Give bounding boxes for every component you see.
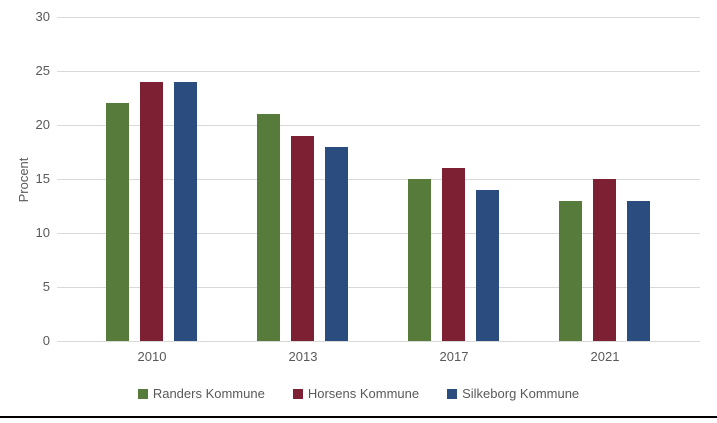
gridline-y-25 — [57, 71, 700, 72]
bar-horsens-kommune-2021[interactable] — [593, 179, 616, 341]
gridline-y-15 — [57, 179, 700, 180]
legend: Randers Kommune Horsens Kommune Silkeborg … — [0, 385, 717, 403]
y-tick-label-25: 25 — [35, 63, 50, 78]
legend-label: Horsens Kommune — [307, 386, 420, 401]
bar-randers-kommune-2021[interactable] — [559, 201, 582, 341]
x-tick-label-2010: 2010 — [137, 349, 167, 364]
bar-silkeborg-kommune-2010[interactable] — [174, 82, 197, 341]
x-tick-label-2013: 2013 — [288, 349, 318, 364]
legend-label: Silkeborg Kommune — [462, 386, 580, 401]
x-tick-label-2021: 2021 — [590, 349, 620, 364]
y-tick-label-20: 20 — [35, 117, 50, 132]
y-tick-label-5: 5 — [42, 279, 50, 294]
bar-randers-kommune-2010[interactable] — [106, 103, 129, 341]
gridline-y-10 — [57, 233, 700, 234]
bar-silkeborg-kommune-2013[interactable] — [325, 147, 348, 341]
legend-item-silkeborg-kommune[interactable]: Silkeborg Kommune — [447, 386, 579, 402]
bar-horsens-kommune-2013[interactable] — [291, 136, 314, 341]
legend-swatch-randers-kommune — [137, 389, 148, 399]
bar-horsens-kommune-2010[interactable] — [140, 82, 163, 341]
bar-horsens-kommune-2017[interactable] — [442, 168, 465, 341]
y-tick-label-30: 30 — [35, 9, 50, 24]
bar-silkeborg-kommune-2021[interactable] — [627, 201, 650, 341]
bar-randers-kommune-2017[interactable] — [408, 179, 431, 341]
gridline-y-30 — [57, 17, 700, 18]
y-tick-label-15: 15 — [35, 171, 50, 186]
legend-swatch-silkeborg-kommune — [447, 389, 458, 399]
gridline-y-5 — [57, 287, 700, 288]
y-tick-label-10: 10 — [35, 225, 50, 240]
y-tick-label-0: 0 — [42, 333, 50, 348]
legend-label: Randers Kommune — [152, 386, 265, 401]
gridline-y-20 — [57, 125, 700, 126]
x-axis-line — [57, 341, 700, 342]
bar-randers-kommune-2013[interactable] — [257, 114, 280, 341]
x-tick-label-2017: 2017 — [439, 349, 469, 364]
legend-swatch-horsens-kommune — [292, 389, 303, 399]
legend-item-horsens-kommune[interactable]: Horsens Kommune — [292, 386, 420, 402]
bar-silkeborg-kommune-2017[interactable] — [476, 190, 499, 341]
legend-item-randers-kommune[interactable]: Randers Kommune — [137, 386, 265, 402]
bottom-border-rule — [0, 416, 717, 418]
